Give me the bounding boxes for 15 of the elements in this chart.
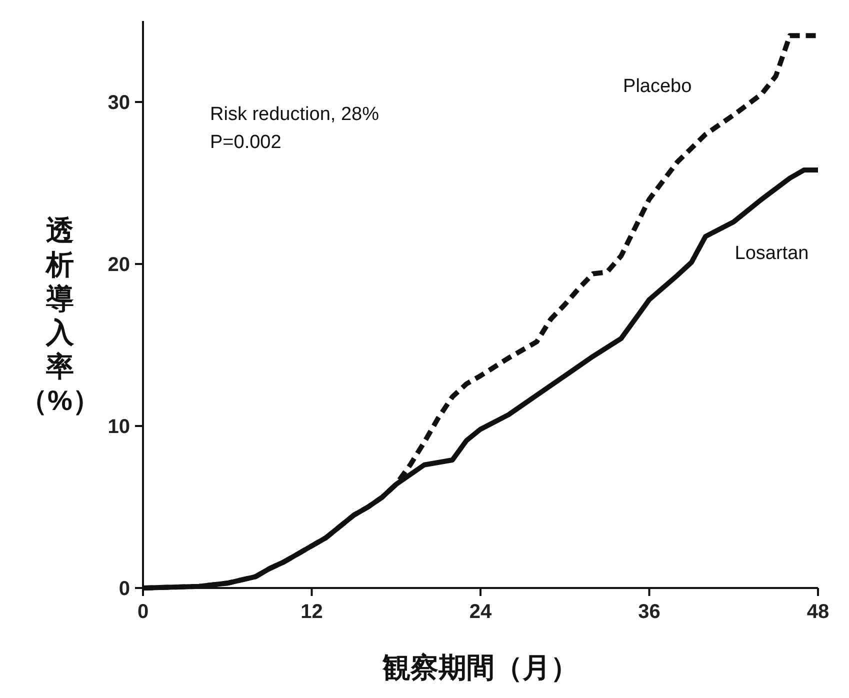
series-label: Losartan [734,243,809,264]
text: Placebo [623,76,692,97]
y-tick-label: 30 [108,92,130,114]
annotation: Risk reduction, 28% [210,104,380,125]
y-tick-label: 0 [118,578,130,600]
y-tick-label: 20 [108,254,130,276]
x-tick-label: 48 [806,601,830,623]
x-tick-label: 12 [300,601,323,623]
annotation: P=0.002 [210,132,282,153]
x-tick-label: 24 [469,601,492,623]
x-tick-label: 36 [638,601,660,623]
y-axis-title: 透析導入率（%） [20,215,100,416]
x-tick-label: 0 [137,601,149,623]
x-axis-title: 観察期間（月） [382,652,578,683]
y-tick-label: 10 [108,416,130,438]
